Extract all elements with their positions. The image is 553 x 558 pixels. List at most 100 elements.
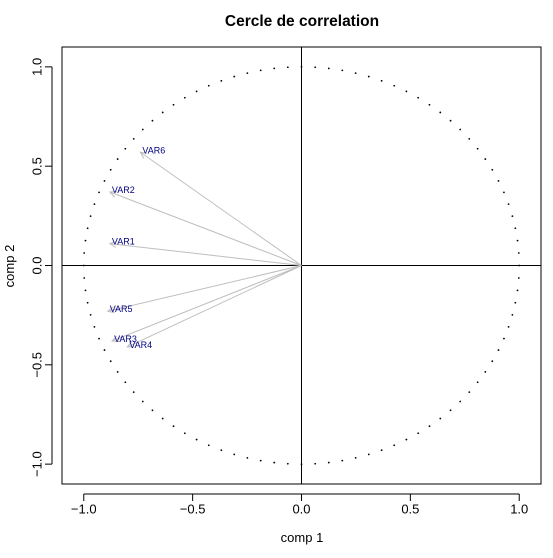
circle-dot [259,459,262,462]
circle-dot [393,84,396,87]
circle-dot [507,203,510,206]
arrowhead-var2 [108,190,117,198]
circle-dot [103,180,106,182]
circle-dot [151,409,154,412]
circle-dot [516,289,519,292]
arrowhead-var3 [111,335,120,342]
circle-dot [516,239,519,242]
y-tick-label: −1.0 [29,451,44,477]
circle-dot [417,96,420,99]
circle-dot [507,325,510,328]
circle-dot [172,425,175,428]
circle-dot [259,69,262,72]
circle-dot [246,456,249,459]
circle-dot [503,337,505,340]
circle-dot [468,391,471,394]
arrow-var1 [109,243,302,266]
label-var2: VAR2 [112,185,135,195]
x-tick-label: 0.5 [401,501,419,516]
circle-dot [233,453,236,456]
circle-dot [459,128,462,131]
circle-dot [207,444,210,447]
arrow-var2 [109,191,302,266]
circle-dot [514,227,517,230]
circle-dot [124,381,127,384]
circle-dot [428,103,431,106]
circle-dot [233,75,236,78]
circle-dot [83,252,86,254]
circle-dot [517,252,520,254]
arrow-var3 [111,265,302,342]
circle-dot [476,147,479,150]
arrowhead-var6 [139,151,148,159]
circle-dot [511,313,514,316]
circle-dot [151,119,154,122]
circle-dot [220,449,223,452]
circle-dot [327,67,330,70]
circle-dot [273,67,276,70]
circle-dot [86,227,89,230]
x-tick-label: 0.0 [292,501,310,516]
circle-dot [161,111,164,114]
circle-dot [161,417,164,420]
circle-dot [497,349,500,351]
circle-dot [476,381,479,384]
circle-dot [367,453,370,456]
circle-dot [89,313,92,316]
circle-dot [341,69,344,72]
circle-dot [511,215,514,218]
circle-dot [449,409,452,412]
circle-dot [314,66,317,69]
circle-dot [380,449,383,452]
circle-dot [341,459,344,462]
circle-dot [439,417,442,420]
circle-dot [246,72,249,75]
circle-dot [439,111,442,114]
circle-dot [103,349,106,351]
circle-dot [109,360,112,363]
circle-dot [314,462,317,465]
circle-dot [84,239,87,242]
y-tick-label: −0.5 [29,352,44,378]
y-axis-label: comp 2 [2,245,17,288]
circle-dot [491,168,494,171]
circle-dot [93,325,96,328]
x-axis-label: comp 1 [281,530,324,545]
circle-dot [514,301,517,304]
circle-dot [220,79,223,82]
circle-dot [141,400,144,403]
circle-dot [86,301,89,304]
circle-dot [503,191,505,194]
circle-dot [207,84,210,87]
circle-dot [449,119,452,122]
circle-dot [124,147,127,150]
chart-title: Cercle de correlation [225,13,379,30]
circle-dot [195,438,198,441]
circle-dot [195,90,198,93]
circle-dot [132,137,135,140]
circle-dot [393,444,396,447]
x-tick-label: −0.5 [180,501,206,516]
circle-dot [84,289,87,292]
circle-dot [491,360,494,363]
circle-dot [116,371,119,373]
label-var5: VAR5 [110,304,133,314]
circle-dot [405,438,408,441]
arrowhead-var5 [106,306,115,314]
circle-dot [517,277,520,279]
circle-dot [273,461,276,464]
label-var4: VAR4 [129,340,152,350]
circle-dot [183,432,186,435]
circle-dot [183,96,186,99]
circle-dot [286,66,289,69]
circle-dot [354,72,357,75]
circle-dot [98,191,100,194]
circle-dot [116,158,119,160]
circle-dot [354,456,357,459]
circle-dot [83,277,86,279]
label-var3: VAR3 [114,334,137,344]
arrowhead-var1 [108,240,117,248]
label-var6: VAR6 [142,145,165,155]
